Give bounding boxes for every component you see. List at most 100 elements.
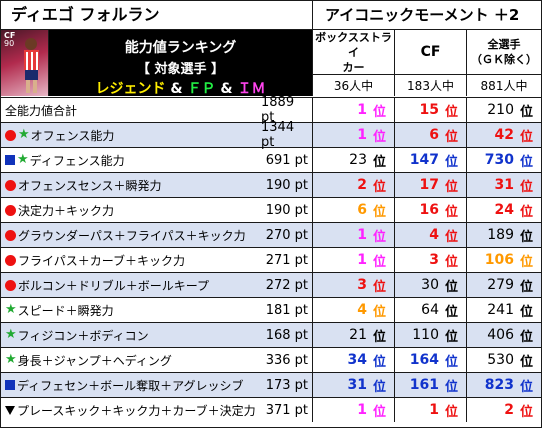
rank-suffix: 位 (444, 354, 458, 370)
table-row: グラウンダーパス＋フライパス＋キック力 270 pt 1 位 4 位 189 位 (1, 222, 541, 247)
red-circle-icon (5, 179, 16, 191)
rank-number: 164 (409, 352, 439, 368)
rank-number: 31 (494, 177, 514, 193)
column-title: CF (395, 30, 466, 75)
rank-suffix: 位 (519, 379, 533, 395)
rank-number: 530 (487, 352, 514, 368)
rank-number: 241 (487, 302, 514, 318)
rank-suffix: 位 (444, 104, 458, 120)
red-circle-icon (5, 229, 16, 241)
rank-number: 6 (357, 202, 367, 218)
stat-name: スピード＋瞬発力 (17, 303, 114, 318)
rank-number: 110 (412, 327, 439, 343)
rank-suffix: 位 (519, 129, 533, 145)
target-categories: レジェンド & ＦＰ & ＩＭ (95, 81, 266, 97)
table-row: オフェンスセンス＋瞬発力 190 pt 2 位 17 位 31 位 (1, 172, 541, 197)
stat-name: 身長＋ジャンプ＋ヘディング (17, 353, 172, 368)
table-row: ★ スピード＋瞬発力 181 pt 4 位 64 位 241 位 (1, 297, 541, 322)
rank-cell: 164 位 (395, 348, 467, 372)
table-row: ★ フィジコン＋ボディコン 168 pt 21 位 110 位 406 位 (1, 322, 541, 347)
rank-number: 189 (487, 227, 514, 243)
rank-number: 64 (421, 302, 439, 318)
rank-suffix: 位 (372, 329, 386, 345)
rank-suffix: 位 (444, 204, 458, 220)
player-card-image: CF 90 (1, 30, 49, 96)
rank-number: 16 (419, 202, 439, 218)
rank-suffix: 位 (444, 154, 458, 170)
rank-suffix: 位 (519, 104, 533, 120)
rank-cell: 31 位 (467, 173, 541, 197)
rank-cell: 406 位 (467, 323, 541, 347)
column-all-players: 全選手 （ＧＫ除く） 881人中 (467, 30, 541, 96)
green-star-icon: ★ (5, 302, 17, 317)
black-triangle-icon (5, 405, 15, 415)
stat-name: ディフェセン＋ボール奪取＋アグレッシブ (17, 378, 244, 393)
red-circle-icon (5, 279, 16, 291)
rank-number: 1 (357, 402, 367, 418)
rank-number: 2 (504, 402, 514, 418)
stat-name: ボルコン＋ドリブル＋ボールキープ (18, 278, 210, 293)
stat-name: オフェンス能力 (30, 128, 115, 143)
stat-value: 691 pt (261, 148, 313, 172)
rank-number: 42 (494, 127, 514, 143)
rank-suffix: 位 (519, 279, 533, 295)
rank-number: 21 (349, 327, 367, 343)
table-row: ★ ディフェンス能力 691 pt 23 位 147 位 730 位 (1, 147, 541, 172)
rank-suffix: 位 (372, 404, 386, 420)
rank-number: 210 (487, 102, 514, 118)
rank-cell: 21 位 (313, 323, 395, 347)
rank-number: 31 (347, 377, 367, 393)
rank-cell: 210 位 (467, 98, 541, 122)
red-circle-icon (5, 204, 16, 216)
rank-cell: 16 位 (395, 198, 467, 222)
stat-name-cell: プレースキック＋キック力＋カーブ＋決定力 (1, 398, 261, 422)
card-type: アイコニックモーメント ＋2 (325, 6, 520, 24)
target-label: 【 対象選手 】 (136, 62, 225, 77)
rank-suffix: 位 (372, 154, 386, 170)
rank-cell: 34 位 (313, 348, 395, 372)
green-star-icon: ★ (17, 152, 29, 167)
red-circle-icon (5, 129, 16, 141)
blue-square-icon (5, 155, 15, 165)
rank-cell: 106 位 (467, 248, 541, 272)
rank-number: 147 (409, 152, 439, 168)
rank-number: 6 (429, 127, 439, 143)
rank-cell: 23 位 (313, 148, 395, 172)
stat-name-cell: フライパス＋カーブ＋キック力 (1, 248, 261, 272)
rank-number: 1 (357, 227, 367, 243)
rank-number: 15 (419, 102, 439, 118)
stat-value: 1344 pt (261, 120, 313, 150)
rank-cell: 31 位 (313, 373, 395, 397)
stat-value: 270 pt (261, 223, 313, 247)
ranking-title-box: 能力値ランキング 【 対象選手 】 レジェンド & ＦＰ & ＩＭ (49, 30, 313, 97)
rank-number: 4 (429, 227, 439, 243)
rank-suffix: 位 (372, 354, 386, 370)
stat-value: 272 pt (261, 273, 313, 297)
rank-cell: 241 位 (467, 298, 541, 322)
stat-value: 181 pt (261, 298, 313, 322)
stat-value: 1889 pt (261, 95, 313, 125)
rank-suffix: 位 (519, 354, 533, 370)
ranking-title: 能力値ランキング (124, 40, 237, 56)
rank-suffix: 位 (444, 329, 458, 345)
stat-name-cell: ★ フィジコン＋ボディコン (1, 323, 261, 347)
stat-name-cell: 決定力＋キック力 (1, 198, 261, 222)
stat-value: 336 pt (261, 348, 313, 372)
stat-name-cell: 全能力値合計 (1, 98, 261, 122)
stat-name-cell: ディフェセン＋ボール奪取＋アグレッシブ (1, 373, 261, 397)
column-title: 全選手 （ＧＫ除く） (467, 30, 541, 75)
rank-suffix: 位 (444, 404, 458, 420)
rank-cell: 64 位 (395, 298, 467, 322)
rank-number: 823 (484, 377, 514, 393)
rank-suffix: 位 (372, 179, 386, 195)
rank-cell: 147 位 (395, 148, 467, 172)
rank-suffix: 位 (444, 229, 458, 245)
rank-number: 2 (357, 177, 367, 193)
rank-number: 161 (409, 377, 439, 393)
column-count: 881人中 (480, 79, 528, 93)
stat-value: 168 pt (261, 323, 313, 347)
